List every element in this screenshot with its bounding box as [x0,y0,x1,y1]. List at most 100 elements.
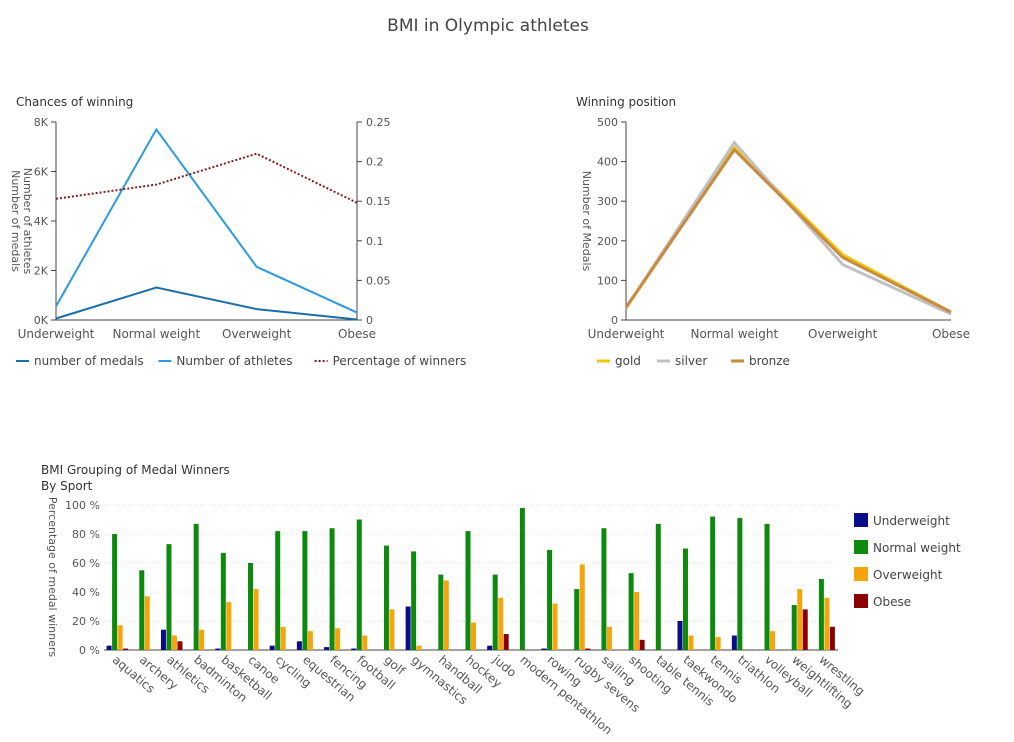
y-axis-label: Number of athletes [21,168,34,275]
y-tick-label: 200 [597,235,618,248]
bar-overweight [362,635,368,650]
bar-underweight [324,647,330,650]
legend-swatch [854,513,868,527]
bar-normal-weight [710,516,716,650]
bar-underweight [215,648,221,650]
bar-overweight [688,635,694,650]
series-line-silver [624,140,952,316]
bar-underweight [351,648,357,650]
bar-underweight [405,606,411,650]
series-line-percentage-of-winners [55,152,358,204]
bar-underweight [106,645,112,650]
legend-label: Obese [873,595,911,609]
bar-underweight [541,648,547,650]
y-left-tick-label: 8K [34,116,49,129]
y-tick-label: 400 [597,156,618,169]
bar-obese [123,648,129,650]
bar-normal-weight [248,563,254,650]
y-right-tick-label: 0 [366,314,373,327]
x-tick-label: football [354,653,398,693]
bar-obese [829,626,835,650]
series-line-number-of-medals [55,286,358,321]
x-tick-label: table tennis [653,653,716,709]
y-axis-label: Number of medals [9,170,22,272]
bar-overweight [280,626,286,650]
bar-overweight [770,631,776,650]
y-tick-label: 0 [611,314,618,327]
bar-overweight [253,589,259,650]
bar-normal-weight [764,523,770,650]
x-tick-label: gymnastics [409,653,470,708]
series-line-bronze [624,147,952,314]
y-right-tick-label: 0.2 [366,156,384,169]
x-tick-label: badminton [191,653,250,705]
y-tick-label: 100 [597,274,618,287]
y-tick-label: 40 % [72,586,100,599]
bar-underweight [731,635,737,650]
bar-overweight [443,580,449,650]
bar-obese [177,641,183,650]
bar-overweight [307,631,313,650]
bar-overweight [389,609,395,650]
bar-underweight [487,645,493,650]
bar-normal-weight [112,534,118,650]
bar-normal-weight [818,578,824,650]
bar-normal-weight [519,507,525,650]
bar-underweight [269,645,275,650]
bar-overweight [634,592,640,650]
x-tick-label: canoe [246,653,283,687]
chart-title: Chances of winning [16,95,133,109]
bar-overweight [171,635,177,650]
x-tick-label: rowing [545,653,585,690]
bar-normal-weight [547,549,553,650]
series-line-number-of-athletes [55,127,358,314]
x-tick-label: volleyball [762,653,815,701]
bar-normal-weight [438,574,444,650]
bar-obese [802,609,808,650]
chart-subtitle: By Sport [41,479,93,493]
bar-normal-weight [655,523,661,650]
y-tick-label: 500 [597,116,618,129]
x-tick-label: basketball [218,653,274,703]
x-tick-label: Obese [338,327,376,341]
bar-normal-weight [329,528,335,650]
bar-normal-weight [302,531,308,650]
bar-underweight [677,621,683,650]
bar-overweight [144,596,150,650]
bar-normal-weight [411,551,417,650]
x-tick-label: rugby sevens [572,653,643,716]
bar-normal-weight [220,552,226,650]
x-tick-label: athletics [164,653,212,697]
bar-normal-weight [682,548,688,650]
legend-label: Percentage of winners [333,354,467,368]
y-right-tick-label: 0.25 [366,116,391,129]
x-tick-label: shooting [626,653,675,697]
y-right-tick-label: 0.1 [366,235,384,248]
legend-swatch [854,594,868,608]
bar-normal-weight [574,589,580,650]
x-tick-label: modern pentathlon [517,653,614,738]
x-tick-label: taekwondo [681,653,741,706]
bar-overweight [117,625,123,650]
legend-label: bronze [749,354,790,368]
bar-overweight [335,628,341,650]
legend-label: gold [615,354,641,368]
x-tick-label: wrestling [816,653,867,699]
bar-overweight [416,645,422,650]
bar-normal-weight [628,573,634,650]
bar-overweight [797,589,803,650]
bar-underweight [160,629,166,650]
bar-normal-weight [193,523,199,650]
bar-normal-weight [166,544,172,650]
y-tick-label: 100 % [65,499,100,512]
legend-label: Number of athletes [176,354,292,368]
y-tick-label: 60 % [72,557,100,570]
bar-normal-weight [465,531,471,650]
series-line-gold [624,145,952,314]
bar-overweight [199,629,205,650]
legend-label: Overweight [873,568,943,582]
x-tick-label: equestrian [300,653,358,705]
bar-normal-weight [139,570,145,650]
